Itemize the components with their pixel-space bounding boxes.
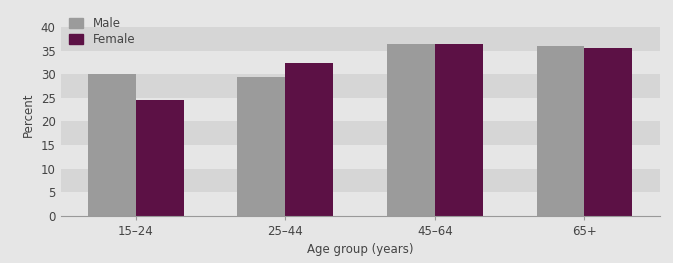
Bar xyxy=(61,51,660,74)
Bar xyxy=(87,74,136,216)
Bar xyxy=(435,44,483,216)
Bar xyxy=(61,27,660,51)
Bar xyxy=(61,74,660,98)
X-axis label: Age group (years): Age group (years) xyxy=(307,243,413,256)
Bar xyxy=(285,63,333,216)
Bar xyxy=(61,98,660,122)
Bar xyxy=(61,192,660,216)
Bar xyxy=(584,48,633,216)
Legend: Male, Female: Male, Female xyxy=(67,15,137,49)
Bar xyxy=(387,44,435,216)
Bar xyxy=(238,77,285,216)
Bar xyxy=(536,46,584,216)
Bar xyxy=(61,169,660,192)
Bar xyxy=(61,145,660,169)
Bar xyxy=(61,122,660,145)
Bar xyxy=(136,100,184,216)
Y-axis label: Percent: Percent xyxy=(22,92,35,137)
